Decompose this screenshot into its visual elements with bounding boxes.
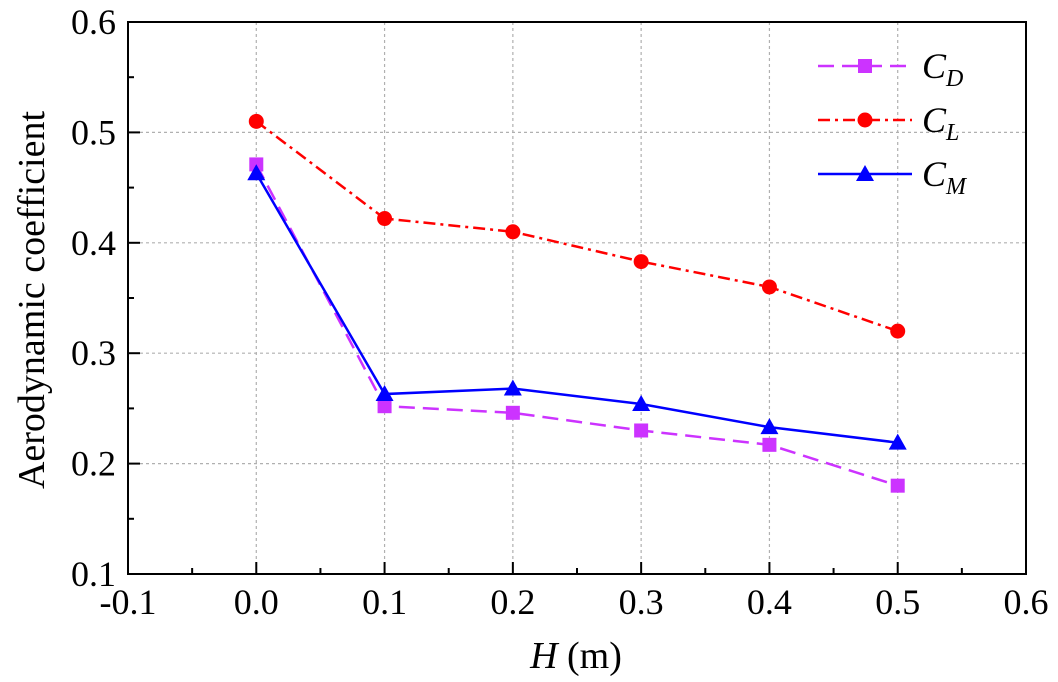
y-tick-label: 0.4	[71, 223, 116, 263]
legend-entry-cl: CL	[818, 100, 959, 146]
series-layer	[247, 113, 907, 493]
data-point-cd	[762, 437, 777, 452]
data-point-cl	[377, 211, 393, 227]
grid	[128, 22, 1026, 574]
data-point-cd	[505, 405, 520, 420]
ticks: -0.1 0.0 0.1 0.2 0.3 0.4 0.5 0.6 0.1 0.2 0.3 0.4 0.5…	[71, 2, 1049, 622]
legend-label-cd: CD	[922, 46, 963, 92]
data-point-cd	[377, 399, 392, 414]
x-tick-label: 0.5	[875, 582, 920, 622]
legend-symbol: C	[922, 46, 947, 86]
series-line-cl	[255, 120, 899, 333]
legend-marker-cm	[856, 165, 874, 181]
y-tick-label: 0.2	[71, 444, 116, 484]
legend-subscript: D	[945, 66, 963, 92]
legend-marker-cd	[858, 59, 872, 73]
series-cm	[247, 164, 907, 450]
series-cl	[248, 113, 906, 339]
y-tick-label: 0.3	[71, 333, 116, 373]
series-cd	[249, 157, 905, 493]
data-point-cl	[761, 279, 777, 295]
x-tick-label: -0.1	[100, 582, 157, 622]
data-point-cm	[375, 385, 394, 402]
y-tick-label: 0.1	[71, 554, 116, 594]
x-axis-title: H (m)	[529, 635, 622, 677]
x-tick-label: 0.3	[619, 582, 664, 622]
legend-symbol: C	[922, 100, 947, 140]
data-point-cm	[247, 164, 266, 181]
x-tick-label: 0.0	[234, 582, 279, 622]
legend-label-cl: CL	[922, 100, 959, 146]
data-point-cl	[633, 254, 649, 270]
series-line-cm	[255, 172, 898, 444]
data-point-cm	[760, 418, 779, 435]
data-point-cm	[888, 433, 907, 450]
legend-entry-cm: CM	[818, 154, 968, 200]
legend-entry-cd: CD	[818, 46, 963, 92]
data-point-cd	[634, 423, 649, 438]
y-tick-label: 0.5	[71, 112, 116, 152]
data-point-cl	[505, 224, 521, 240]
data-point-cd	[890, 478, 905, 493]
legend-subscript: L	[945, 120, 959, 146]
data-point-cl	[248, 113, 264, 129]
x-axis-symbol: H	[529, 635, 560, 677]
data-point-cm	[632, 394, 651, 411]
legend-subscript: M	[945, 174, 968, 200]
legend-symbol: C	[922, 154, 947, 194]
y-axis-title: Aerodynamic coefficient	[11, 111, 53, 490]
x-axis-unit: (m)	[558, 635, 622, 677]
y-tick-label: 0.6	[71, 2, 116, 42]
x-tick-label: 0.6	[1004, 582, 1049, 622]
x-tick-label: 0.4	[747, 582, 792, 622]
x-tick-label: 0.1	[362, 582, 407, 622]
x-tick-label: 0.2	[490, 582, 535, 622]
legend-marker-cl	[857, 112, 873, 128]
data-point-cm	[503, 379, 522, 396]
series-line-cd	[255, 163, 899, 487]
data-point-cl	[890, 323, 906, 339]
legend-label-cm: CM	[922, 154, 968, 200]
